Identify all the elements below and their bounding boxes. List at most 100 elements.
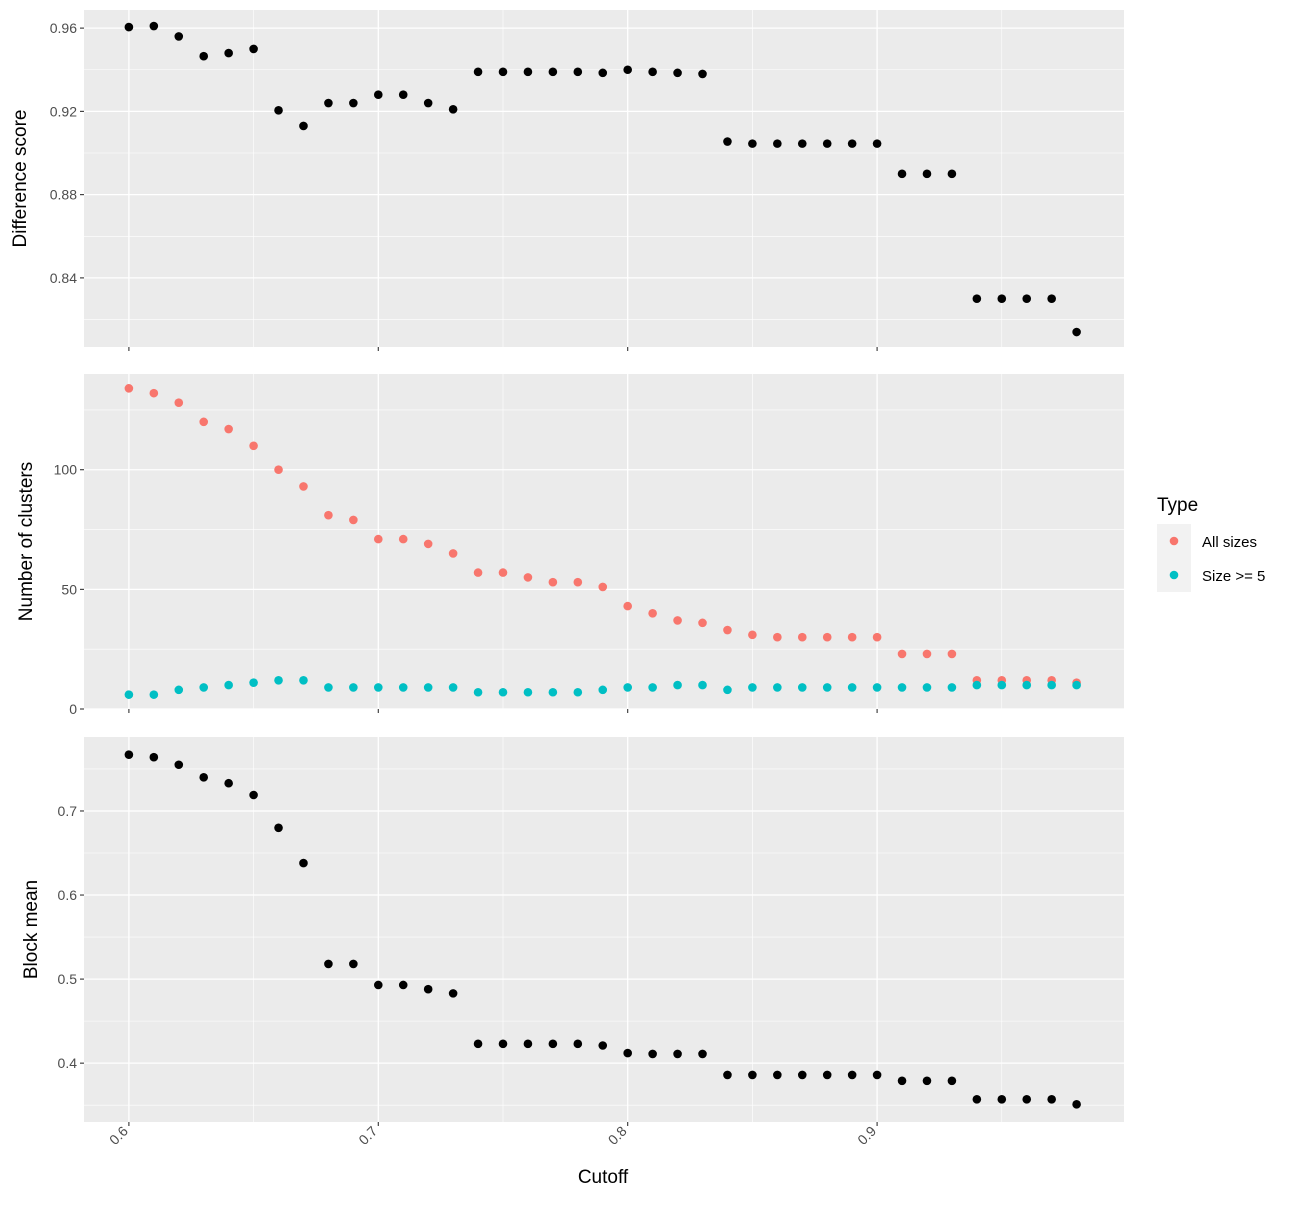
y-tick-label: 100 bbox=[54, 462, 78, 478]
data-point bbox=[548, 67, 558, 77]
data-point bbox=[897, 169, 907, 179]
data-point bbox=[423, 539, 433, 549]
data-point bbox=[274, 106, 283, 115]
data-point bbox=[648, 67, 657, 77]
data-point bbox=[174, 685, 184, 695]
y-axis-title: Block mean bbox=[21, 880, 42, 979]
data-point bbox=[274, 823, 283, 833]
data-point bbox=[498, 67, 508, 77]
y-tick-label: 0.92 bbox=[50, 103, 77, 119]
data-point bbox=[997, 1095, 1007, 1104]
data-point bbox=[249, 790, 258, 800]
x-tick-label: 0.7 bbox=[355, 1123, 380, 1148]
data-point bbox=[947, 1076, 957, 1086]
x-tick-label: 0.8 bbox=[605, 1123, 630, 1148]
data-point bbox=[598, 68, 608, 78]
data-point bbox=[523, 1039, 533, 1049]
data-point bbox=[448, 549, 458, 558]
data-point bbox=[673, 616, 682, 625]
data-point bbox=[997, 680, 1007, 690]
y-tick-label: 0.96 bbox=[50, 20, 77, 36]
data-point bbox=[124, 22, 134, 32]
data-point bbox=[498, 1039, 508, 1049]
data-point bbox=[299, 675, 308, 685]
data-point bbox=[997, 294, 1007, 304]
series-all-sizes bbox=[124, 384, 1081, 687]
data-point bbox=[249, 441, 258, 451]
data-point bbox=[174, 398, 184, 408]
data-point bbox=[473, 67, 483, 77]
data-point bbox=[349, 959, 358, 969]
data-point bbox=[847, 1070, 857, 1080]
x-axis-title: Cutoff bbox=[578, 1167, 629, 1188]
data-point bbox=[947, 649, 957, 659]
data-point bbox=[299, 858, 308, 868]
data-point bbox=[1072, 680, 1081, 690]
data-point bbox=[773, 1070, 782, 1080]
data-point bbox=[972, 294, 982, 304]
data-point bbox=[897, 649, 907, 659]
legend-label-all-sizes: All sizes bbox=[1202, 534, 1257, 551]
data-point bbox=[573, 67, 583, 77]
y-tick-label: 50 bbox=[61, 581, 77, 597]
data-point bbox=[573, 687, 583, 697]
data-point bbox=[673, 1049, 682, 1059]
data-point bbox=[523, 67, 533, 77]
data-point bbox=[174, 760, 184, 770]
data-point bbox=[1047, 680, 1056, 690]
data-point bbox=[922, 1076, 932, 1086]
data-point bbox=[124, 384, 134, 393]
data-point bbox=[822, 139, 832, 148]
series-difference-score bbox=[124, 21, 1081, 337]
data-point bbox=[398, 90, 408, 100]
data-point bbox=[548, 577, 558, 587]
data-point bbox=[797, 632, 807, 642]
y-tick-label: 0.84 bbox=[50, 270, 77, 286]
data-point bbox=[822, 632, 832, 642]
data-point bbox=[797, 139, 807, 148]
data-point bbox=[423, 984, 433, 994]
data-point bbox=[897, 683, 907, 692]
data-point bbox=[473, 687, 483, 697]
data-point bbox=[149, 21, 159, 31]
data-point bbox=[448, 104, 458, 114]
data-point bbox=[324, 959, 333, 969]
data-point bbox=[897, 1076, 907, 1086]
data-point bbox=[1022, 1095, 1032, 1104]
data-point bbox=[922, 169, 932, 179]
data-point bbox=[623, 1048, 632, 1058]
panel-background bbox=[84, 374, 1124, 709]
data-point bbox=[723, 137, 732, 146]
data-point bbox=[498, 568, 508, 577]
data-point bbox=[548, 687, 558, 697]
data-point bbox=[573, 1039, 583, 1049]
data-point bbox=[698, 69, 707, 79]
data-point bbox=[872, 1070, 882, 1080]
x-tick-label: 0.6 bbox=[106, 1123, 131, 1148]
panel-3: 0.4 0.5 0.6 0.7 0.6 0.7 0.8 0.9 Block mean bbox=[21, 737, 1124, 1148]
y-axis-title: Number of clusters bbox=[16, 462, 37, 621]
data-point bbox=[698, 680, 707, 690]
y-axis-title: Difference score bbox=[10, 110, 31, 248]
y-tick-label: 0 bbox=[69, 701, 77, 717]
data-point bbox=[398, 980, 408, 990]
panel-2: 0 50 100 Number of clusters bbox=[16, 374, 1124, 717]
data-point bbox=[448, 683, 458, 692]
data-point bbox=[972, 680, 982, 690]
data-point bbox=[922, 683, 932, 692]
data-point bbox=[523, 687, 533, 697]
legend: Type All sizes Size >= 5 bbox=[1157, 495, 1265, 592]
data-point bbox=[349, 515, 358, 525]
data-point bbox=[249, 44, 258, 54]
data-point bbox=[373, 90, 383, 100]
data-point bbox=[673, 680, 682, 690]
data-point bbox=[1047, 1095, 1056, 1104]
panel-background bbox=[84, 737, 1124, 1122]
data-point bbox=[373, 534, 383, 544]
data-point bbox=[773, 632, 782, 642]
series-block-mean bbox=[124, 750, 1081, 1109]
data-point bbox=[1072, 327, 1081, 337]
data-point bbox=[224, 680, 233, 690]
data-point bbox=[124, 690, 134, 699]
